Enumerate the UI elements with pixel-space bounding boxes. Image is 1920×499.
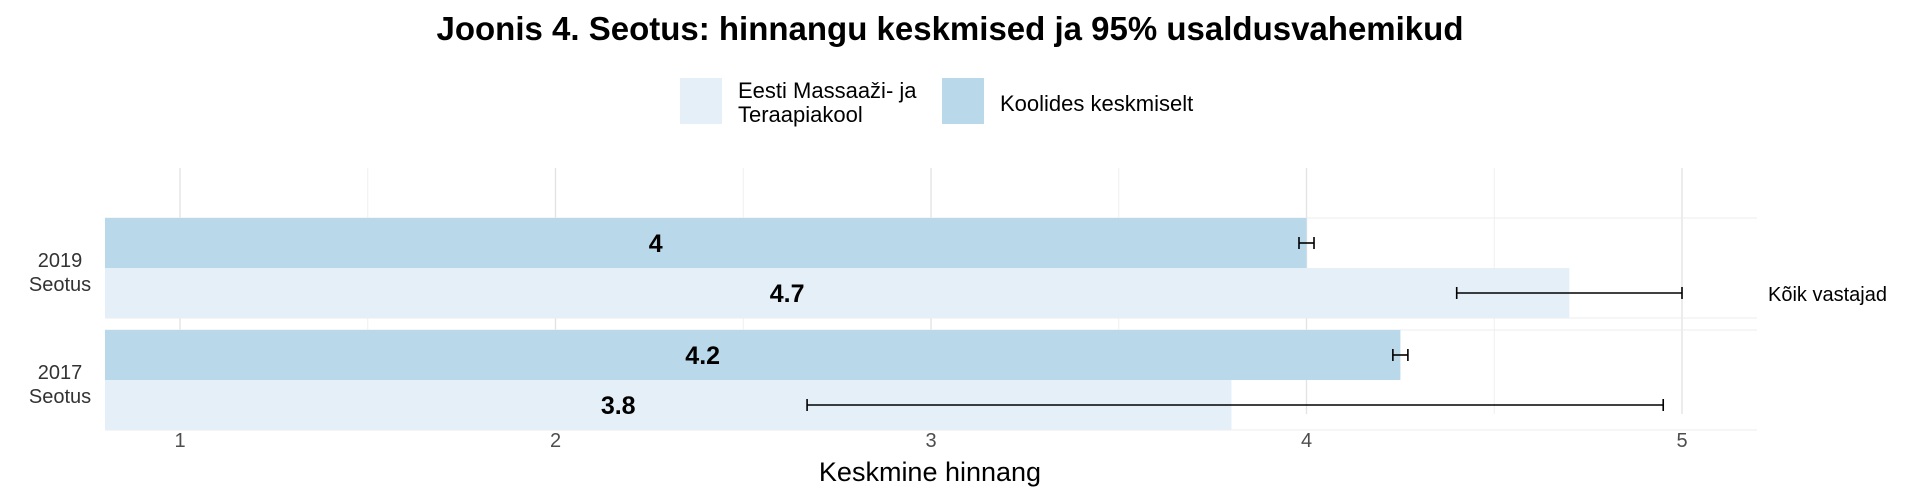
y-category-name: Seotus	[29, 274, 91, 296]
bar	[105, 330, 1401, 380]
facet-label: Kõik vastajad	[1768, 284, 1887, 306]
legend-swatch-school	[680, 78, 722, 124]
x-tick-label: 2	[550, 430, 561, 452]
x-tick-label: 3	[925, 430, 936, 452]
x-tick-label: 1	[174, 430, 185, 452]
data-label: 4.7	[770, 280, 805, 308]
y-category-name: Seotus	[29, 386, 91, 408]
x-tick-label: 5	[1676, 430, 1687, 452]
chart-title: Joonis 4. Seotus: hinnangu keskmised ja …	[437, 10, 1464, 47]
bar	[105, 218, 1307, 268]
y-category-year: 2019	[38, 250, 83, 272]
bar	[105, 268, 1570, 318]
y-category-year: 2017	[38, 362, 83, 384]
legend-label-school-line2: Teraapiakool	[738, 102, 863, 127]
data-label: 3.8	[601, 392, 636, 420]
legend-label-school-line1: Eesti Massaaži- ja	[738, 78, 917, 103]
data-label: 4	[649, 230, 663, 258]
x-axis-label: Keskmine hinnang	[819, 457, 1041, 487]
legend-swatch-average	[942, 78, 984, 124]
data-label: 4.2	[685, 342, 720, 370]
legend: Eesti Massaaži- ja Teraapiakool Koolides…	[680, 78, 1193, 127]
x-tick-label: 4	[1301, 430, 1312, 452]
legend-label-average: Koolides keskmiselt	[1000, 91, 1193, 116]
